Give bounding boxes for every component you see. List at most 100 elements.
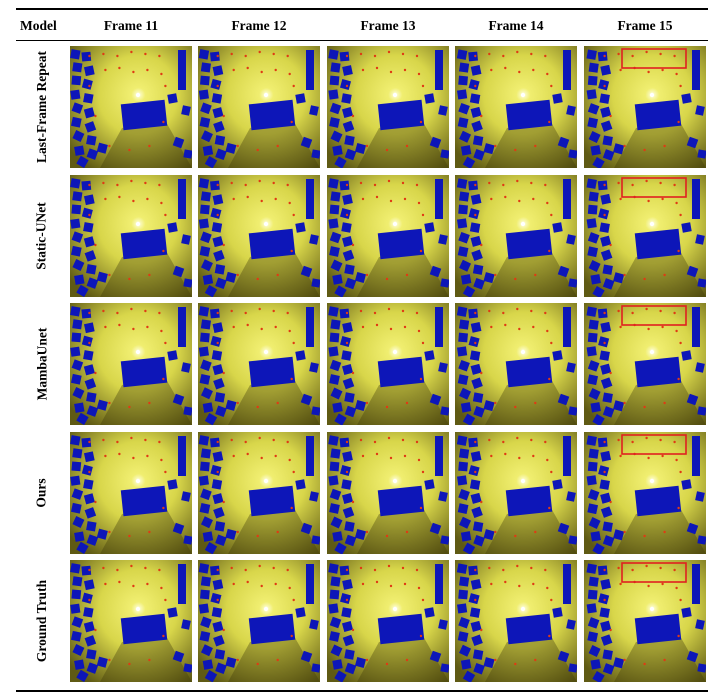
marker-point: [385, 662, 389, 666]
building-block: [566, 619, 576, 630]
building-block: [341, 350, 352, 361]
building-block: [83, 364, 95, 376]
marker-point: [160, 72, 163, 76]
building-block: [377, 485, 425, 517]
marker-point: [162, 249, 165, 253]
building-block: [468, 79, 480, 91]
frame-image: [584, 46, 706, 168]
marker-point: [661, 68, 664, 72]
building-block: [248, 99, 296, 131]
building-block: [597, 51, 608, 62]
marker-point: [162, 506, 165, 510]
marker-point: [256, 148, 259, 152]
marker-point: [401, 566, 405, 570]
building-block: [76, 155, 89, 168]
marker-point: [387, 564, 391, 568]
building-block: [634, 99, 682, 131]
marker-point: [351, 243, 355, 247]
building-block: [329, 503, 340, 514]
building-block: [215, 277, 227, 290]
light-source: [263, 92, 269, 98]
building-block: [457, 631, 469, 642]
building-block: [83, 222, 94, 233]
building-block: [86, 264, 97, 275]
building-block: [597, 437, 608, 448]
building-block: [86, 534, 99, 546]
building-block: [344, 534, 357, 547]
marker-point: [504, 452, 507, 456]
marker-point: [246, 452, 249, 456]
marker-point: [550, 598, 553, 602]
building-block: [200, 231, 212, 244]
building-block: [429, 393, 442, 406]
marker-point: [290, 120, 293, 124]
building-block: [587, 631, 599, 643]
building-block: [339, 308, 350, 319]
building-block: [329, 374, 340, 385]
building-block: [613, 657, 625, 669]
marker-point: [232, 454, 235, 458]
building-block: [342, 194, 353, 205]
building-block: [210, 565, 220, 576]
marker-point: [480, 628, 483, 632]
marker-point: [216, 598, 219, 602]
marker-point: [132, 327, 135, 331]
building-block: [71, 616, 84, 628]
marker-point: [118, 195, 121, 199]
building-block: [306, 179, 314, 219]
building-block: [459, 387, 472, 400]
building-block: [552, 479, 563, 490]
building-block: [329, 231, 342, 244]
marker-point: [160, 329, 163, 333]
building-block: [215, 662, 227, 675]
building-block: [472, 649, 484, 660]
marker-point: [603, 54, 606, 58]
building-block: [566, 105, 576, 116]
building-block: [468, 208, 480, 220]
marker-point: [164, 598, 167, 602]
frame-image: [584, 303, 706, 425]
marker-point: [132, 70, 135, 74]
building-block: [697, 149, 706, 159]
marker-point: [663, 273, 666, 277]
marker-point: [292, 84, 295, 88]
marker-point: [494, 401, 497, 405]
building-block: [74, 274, 85, 285]
marker-point: [160, 458, 163, 462]
building-block: [377, 228, 425, 260]
shadow-region: [357, 251, 449, 297]
marker-point: [488, 309, 491, 313]
marker-point: [534, 273, 537, 277]
marker-point: [108, 401, 111, 405]
building-block: [634, 356, 682, 388]
building-block: [599, 222, 610, 233]
building-block: [697, 278, 706, 288]
building-block: [86, 135, 97, 146]
marker-point: [144, 181, 147, 185]
light-source: [135, 221, 141, 227]
marker-point: [144, 566, 147, 570]
marker-point: [258, 307, 261, 311]
light-source: [649, 606, 655, 612]
building-block: [339, 437, 350, 448]
building-block: [200, 332, 210, 343]
marker-point: [617, 309, 620, 313]
building-block: [330, 576, 341, 587]
marker-point: [603, 598, 606, 602]
marker-point: [128, 277, 131, 281]
frame-image: [584, 560, 706, 682]
marker-point: [619, 454, 622, 458]
marker-point: [118, 452, 121, 456]
marker-point: [260, 456, 263, 460]
building-block: [568, 149, 577, 159]
light-source: [263, 221, 269, 227]
building-block: [592, 156, 605, 168]
building-block: [329, 631, 340, 642]
marker-point: [108, 658, 111, 662]
building-block: [472, 135, 484, 146]
marker-point: [417, 72, 421, 76]
marker-point: [663, 658, 666, 662]
marker-point: [359, 181, 363, 185]
building-block: [472, 264, 484, 275]
shadow-region: [485, 122, 577, 168]
